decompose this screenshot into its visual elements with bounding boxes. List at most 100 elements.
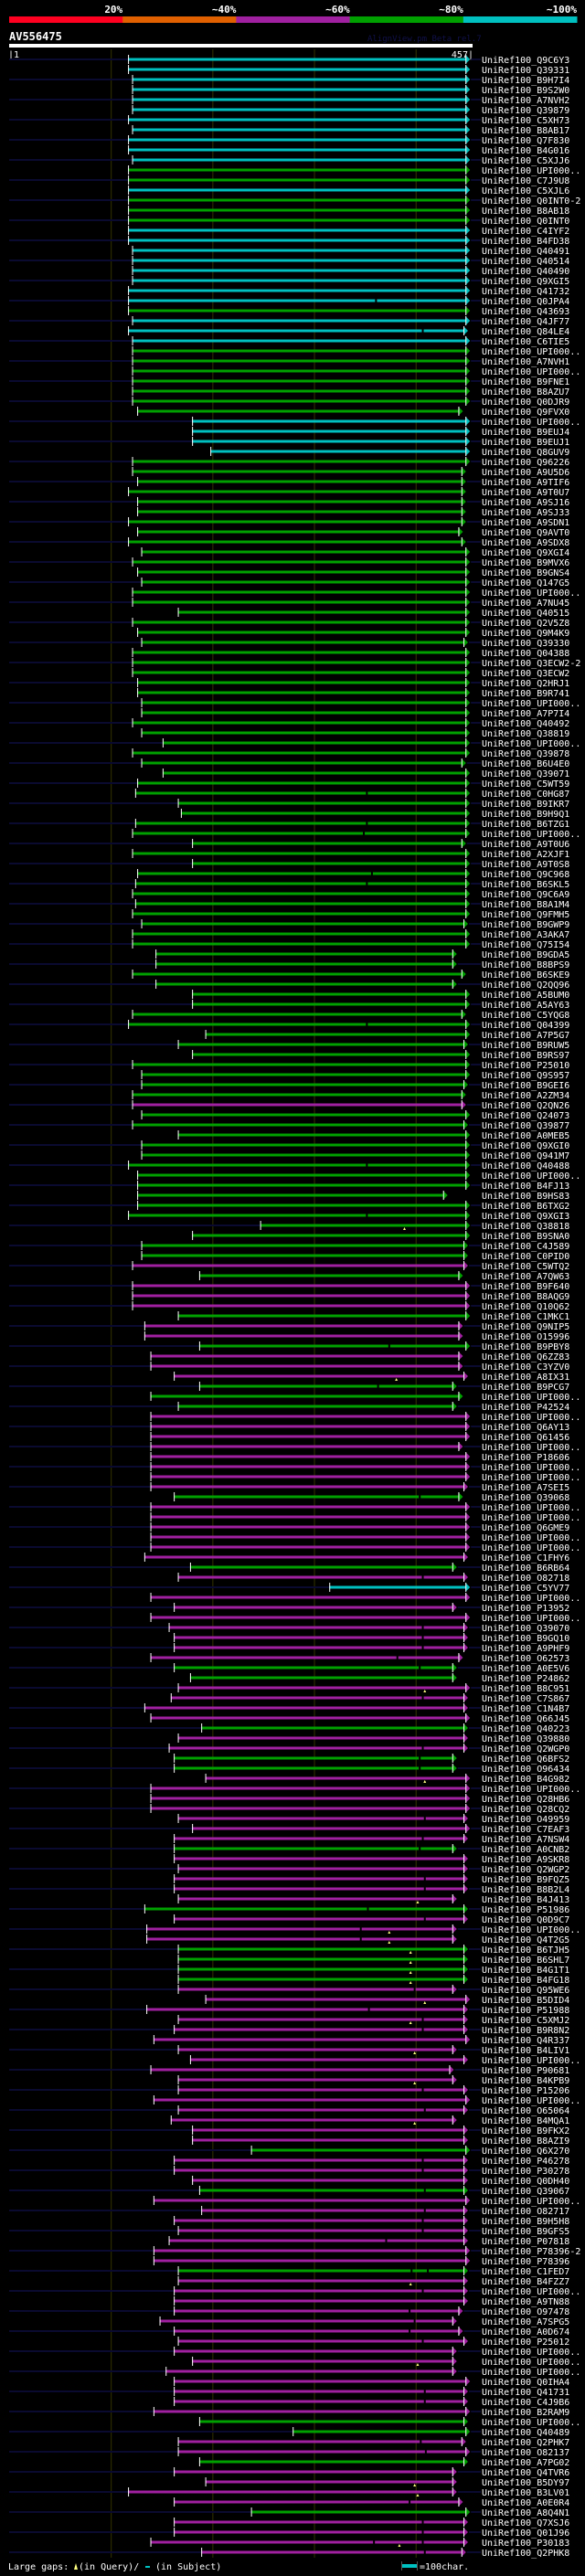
hit-label[interactable]: UniRef100_Q2QN26 — [482, 1101, 569, 1111]
hit-label[interactable]: UniRef100_Q38819 — [482, 729, 569, 739]
hit-row[interactable]: UniRef100_Q2PHK8 — [9, 2548, 569, 2559]
hit-label[interactable]: UniRef100_UPI000.. — [482, 739, 580, 749]
hit-row[interactable]: UniRef100_B4LIV1 — [9, 2045, 569, 2056]
hit-row[interactable]: UniRef100_O15996 — [144, 1331, 569, 1342]
hit-label[interactable]: UniRef100_B9PCG7 — [482, 1383, 569, 1393]
hit-label[interactable]: UniRef100_A7NSW4 — [482, 1835, 569, 1845]
hit-row[interactable]: UniRef100_B9FQZ5 — [174, 1874, 569, 1885]
hit-bar[interactable] — [128, 1163, 466, 1167]
hit-bar[interactable] — [192, 862, 466, 865]
hit-row[interactable]: UniRef100_Q95WE6 — [9, 1985, 569, 1996]
hit-label[interactable]: UniRef100_Q4JF77 — [482, 317, 569, 327]
hit-row[interactable]: UniRef100_Q2HRJ1 — [9, 678, 569, 689]
hit-row[interactable]: UniRef100_UPI000.. — [132, 829, 581, 840]
hit-label[interactable]: UniRef100_UPI000.. — [482, 1473, 580, 1483]
hit-label[interactable]: UniRef100_Q2WGP2 — [482, 1865, 569, 1875]
hit-row[interactable]: UniRef100_Q0IHA4 — [174, 2377, 569, 2388]
hit-bar[interactable] — [177, 1405, 452, 1408]
hit-bar[interactable] — [192, 2178, 463, 2182]
hit-row[interactable]: UniRef100_Q96226 — [9, 457, 569, 468]
hit-bar[interactable] — [177, 2229, 463, 2232]
hit-row[interactable]: UniRef100_B9PBY8 — [9, 1341, 569, 1352]
hit-bar[interactable] — [150, 1656, 459, 1659]
hit-row[interactable]: UniRef100_P90681 — [9, 2065, 569, 2076]
hit-bar[interactable] — [141, 1073, 466, 1076]
hit-row[interactable]: UniRef100_O62573 — [150, 1653, 570, 1664]
hit-row[interactable]: UniRef100_B9MVX6 — [9, 557, 569, 568]
hit-label[interactable]: UniRef100_Q4TVR6 — [482, 2468, 569, 2478]
hit-bar[interactable] — [174, 1646, 463, 1649]
hit-row[interactable]: UniRef100_B6U4E0 — [9, 758, 569, 769]
hit-bar[interactable] — [153, 2038, 466, 2041]
hit-label[interactable]: UniRef100_C5YQG8 — [482, 1011, 569, 1021]
hit-bar[interactable] — [128, 329, 463, 333]
hit-row[interactable]: UniRef100_B9FKX2 — [9, 2125, 569, 2136]
hit-bar[interactable] — [134, 791, 466, 795]
hit-bar[interactable] — [192, 842, 462, 845]
hit-label[interactable]: UniRef100_B9IKR7 — [482, 800, 569, 810]
hit-label[interactable]: UniRef100_A7SEI5 — [482, 1483, 569, 1493]
hit-row[interactable]: UniRef100_B9GFS5 — [9, 2226, 569, 2237]
hit-bar[interactable] — [192, 429, 466, 433]
hit-row[interactable]: UniRef100_Q6GME9 — [9, 1522, 569, 1533]
hit-label[interactable]: UniRef100_A7NVH1 — [482, 357, 569, 367]
hit-bar[interactable] — [250, 2510, 466, 2514]
hit-row[interactable]: UniRef100_Q9XGI0 — [9, 1140, 569, 1151]
hit-row[interactable]: UniRef100_UPI000.. — [9, 1784, 580, 1795]
hit-bar[interactable] — [177, 2048, 452, 2051]
hit-bar[interactable] — [165, 2369, 452, 2373]
hit-label[interactable]: UniRef100_C5XMJ2 — [482, 2016, 569, 2026]
hit-label[interactable]: UniRef100_Q9AVT0 — [482, 528, 569, 538]
hit-label[interactable]: UniRef100_Q24073 — [482, 1111, 569, 1121]
hit-label[interactable]: UniRef100_Q0INT0-2 — [482, 196, 580, 207]
hit-bar[interactable] — [177, 2269, 463, 2273]
hit-bar[interactable] — [132, 590, 466, 594]
hit-bar[interactable] — [177, 2450, 466, 2454]
hit-row[interactable]: UniRef100_A7NSW4 — [174, 1834, 569, 1845]
hit-row[interactable]: UniRef100_B9GNS4 — [137, 567, 569, 578]
hit-label[interactable]: UniRef100_O82717 — [482, 2207, 569, 2217]
hit-bar[interactable] — [132, 379, 466, 383]
hit-label[interactable]: UniRef100_Q147G5 — [482, 578, 569, 588]
hit-row[interactable]: UniRef100_UPI000.. — [9, 698, 580, 709]
hit-bar[interactable] — [141, 1083, 463, 1087]
hit-row[interactable]: UniRef100_C5XJJ6 — [9, 155, 569, 166]
hit-row[interactable]: UniRef100_P25012 — [177, 2337, 570, 2348]
hit-bar[interactable] — [132, 158, 466, 162]
hit-bar[interactable] — [128, 138, 466, 142]
hit-bar[interactable] — [132, 359, 466, 363]
hit-label[interactable]: UniRef100_P13952 — [482, 1604, 569, 1614]
hit-bar[interactable] — [177, 2078, 452, 2082]
hit-label[interactable]: UniRef100_B9H9Q1 — [482, 810, 569, 820]
hit-row[interactable]: UniRef100_A9SJ33 — [137, 507, 569, 518]
hit-bar[interactable] — [141, 641, 463, 644]
hit-bar[interactable] — [132, 279, 466, 282]
hit-label[interactable]: UniRef100_B9EUJ1 — [482, 438, 569, 448]
hit-row[interactable]: UniRef100_UPI000.. — [198, 2417, 580, 2428]
hit-row[interactable]: UniRef100_Q9XGI4 — [141, 547, 570, 558]
hit-label[interactable]: UniRef100_Q40223 — [482, 1724, 569, 1734]
hit-bar[interactable] — [260, 1224, 466, 1227]
hit-label[interactable]: UniRef100_C7S867 — [482, 1694, 569, 1704]
hit-bar[interactable] — [174, 2530, 463, 2534]
hit-bar[interactable] — [141, 550, 466, 554]
hit-row[interactable]: UniRef100_Q0DH40 — [192, 2176, 569, 2187]
hit-row[interactable]: UniRef100_A0E5V6 — [9, 1663, 569, 1674]
hit-row[interactable]: UniRef100_B4FG18 — [177, 1975, 570, 1986]
hit-label[interactable]: UniRef100_Q39877 — [482, 1121, 569, 1131]
hit-row[interactable]: UniRef100_Q9AVT0 — [137, 527, 569, 538]
hit-bar[interactable] — [177, 1977, 463, 1981]
hit-label[interactable]: UniRef100_B9GEI6 — [482, 1081, 569, 1091]
hit-row[interactable]: UniRef100_A8Q4N1 — [9, 2507, 569, 2518]
hit-bar[interactable] — [150, 1616, 466, 1619]
hit-bar[interactable] — [177, 1817, 463, 1820]
hit-row[interactable]: UniRef100_B9GEI6 — [9, 1080, 569, 1091]
hit-label[interactable]: UniRef100_B9MVX6 — [482, 558, 569, 568]
hit-bar[interactable] — [174, 1756, 452, 1760]
hit-row[interactable]: UniRef100_B8B2L4 — [9, 1884, 569, 1895]
hit-bar[interactable] — [132, 98, 466, 101]
hit-label[interactable]: UniRef100_Q28HB6 — [482, 1795, 569, 1805]
hit-row[interactable]: UniRef100_A9TN88 — [174, 2296, 569, 2307]
hit-row[interactable]: UniRef100_A9SDN1 — [9, 517, 569, 528]
hit-bar[interactable] — [132, 88, 466, 91]
